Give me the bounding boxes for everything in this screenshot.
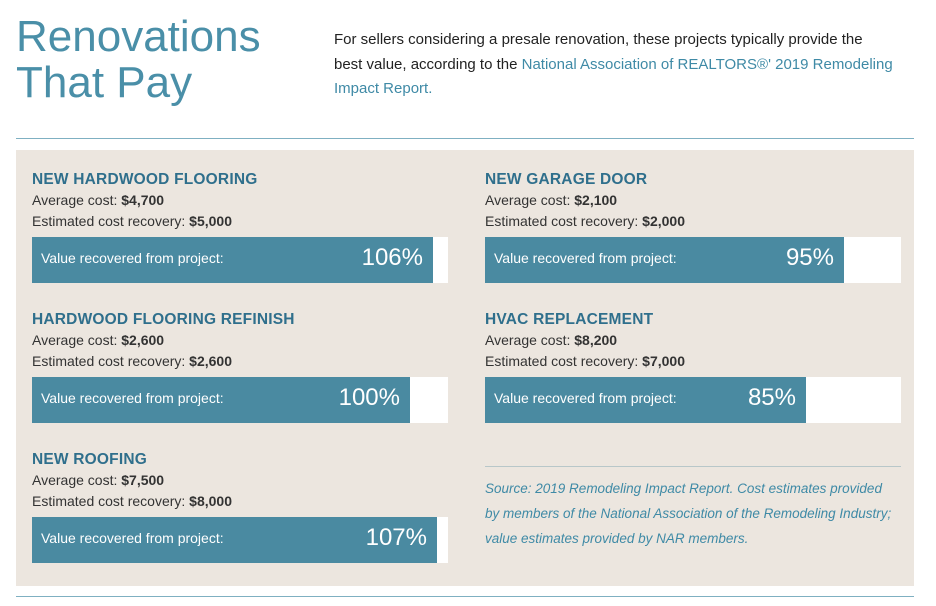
average-cost-label: Average cost: <box>485 332 575 348</box>
average-cost-line: Average cost: $4,700 <box>32 190 448 211</box>
report-link[interactable]: National Association of REALTORS®' 2019 … <box>334 55 893 98</box>
bar <box>485 237 844 283</box>
recovery-line: Estimated cost recovery: $2,000 <box>485 211 901 232</box>
title-line-1: Renovations <box>16 12 261 61</box>
recovery-label: Estimated cost recovery: <box>32 492 190 509</box>
project-card: NEW HARDWOOD FLOORING Average cost: $4,70… <box>32 170 448 283</box>
bar <box>485 377 806 423</box>
bar-caption: Value recovered from project: <box>494 390 677 406</box>
category-label: NEW GARAGE DOOR <box>485 171 648 188</box>
title-line-2: That Pay <box>16 58 193 107</box>
bar <box>32 517 437 563</box>
average-cost-value: $4,700 <box>121 192 165 208</box>
average-cost-line: Average cost: $2,600 <box>32 330 448 351</box>
bar-track: Value recovered from project: 106% <box>32 237 448 283</box>
category-label: NEW ROOFING <box>32 451 147 468</box>
top-divider <box>16 138 914 139</box>
bar-caption: Value recovered from project: <box>41 390 224 406</box>
recovery-label: Estimated cost recovery: <box>32 212 190 229</box>
data-label: 95% <box>785 244 834 271</box>
recovery-label: Estimated cost recovery: <box>485 352 643 369</box>
category-label: HARDWOOD FLOORING REFINISH <box>32 311 295 328</box>
source-divider <box>485 466 901 467</box>
projects-panel: NEW HARDWOOD FLOORING Average cost: $4,70… <box>16 150 914 586</box>
bar <box>32 237 433 283</box>
page-title: Renovations That Pay <box>16 14 261 106</box>
average-cost-value: $8,200 <box>574 332 618 348</box>
project-card: NEW ROOFING Average cost: $7,500 Estimated… <box>32 450 448 563</box>
recovery-label: Estimated cost recovery: <box>32 352 190 369</box>
bar-track: Value recovered from project: 100% <box>32 377 448 423</box>
category-label: NEW HARDWOOD FLOORING <box>32 171 258 188</box>
average-cost-value: $7,500 <box>121 472 165 488</box>
recovery-value: $2,000 <box>642 212 685 229</box>
average-cost-line: Average cost: $7,500 <box>32 470 448 491</box>
average-cost-line: Average cost: $8,200 <box>485 330 901 351</box>
bar-caption: Value recovered from project: <box>494 250 677 266</box>
average-cost-label: Average cost: <box>32 332 122 348</box>
data-label: 107% <box>365 524 427 551</box>
recovery-line: Estimated cost recovery: $2,600 <box>32 351 448 372</box>
recovery-value: $8,000 <box>189 492 232 509</box>
recovery-line: Estimated cost recovery: $8,000 <box>32 491 448 512</box>
recovery-line: Estimated cost recovery: $5,000 <box>32 211 448 232</box>
bar-track: Value recovered from project: 85% <box>485 377 901 423</box>
category-label: HVAC REPLACEMENT <box>485 311 654 328</box>
bar-track: Value recovered from project: 107% <box>32 517 448 563</box>
average-cost-line: Average cost: $2,100 <box>485 190 901 211</box>
recovery-value: $7,000 <box>642 352 685 369</box>
bar <box>32 377 410 423</box>
average-cost-label: Average cost: <box>32 472 122 488</box>
recovery-label: Estimated cost recovery: <box>485 212 643 229</box>
project-card: NEW GARAGE DOOR Average cost: $2,100 Estim… <box>485 170 901 283</box>
intro-text: For sellers considering a presale renova… <box>334 31 863 73</box>
average-cost-value: $2,600 <box>121 332 165 348</box>
average-cost-label: Average cost: <box>32 192 122 208</box>
project-card: HVAC REPLACEMENT Average cost: $8,200 Esti… <box>485 310 901 423</box>
recovery-value: $5,000 <box>189 212 232 229</box>
data-label: 85% <box>747 384 796 411</box>
source-note: Source: 2019 Remodeling Impact Report. C… <box>485 481 892 546</box>
average-cost-label: Average cost: <box>485 192 575 208</box>
intro-paragraph: For sellers considering a presale renova… <box>334 28 894 102</box>
data-label: 106% <box>361 244 423 271</box>
project-card: HARDWOOD FLOORING REFINISH Average cost: … <box>32 310 448 423</box>
bar-track: Value recovered from project: 95% <box>485 237 901 283</box>
bar-caption: Value recovered from project: <box>41 530 224 546</box>
bar-caption: Value recovered from project: <box>41 250 224 266</box>
bottom-divider <box>16 596 914 597</box>
recovery-value: $2,600 <box>189 352 232 369</box>
recovery-line: Estimated cost recovery: $7,000 <box>485 351 901 372</box>
average-cost-value: $2,100 <box>574 192 618 208</box>
data-label: 100% <box>338 384 400 411</box>
